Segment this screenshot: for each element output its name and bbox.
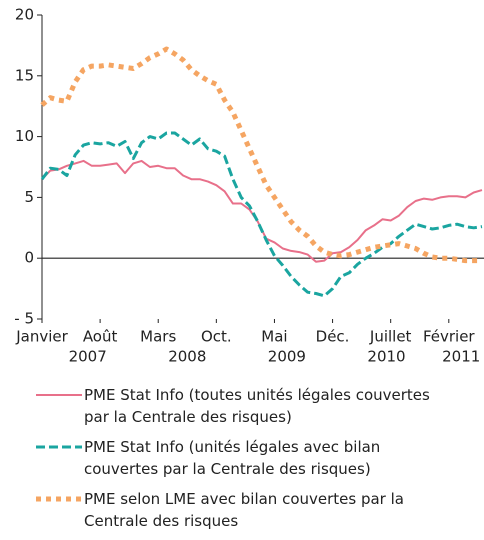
x-tick-label: Oct. bbox=[201, 328, 232, 346]
year-label: 2008 bbox=[168, 348, 206, 366]
series-line bbox=[40, 46, 482, 264]
year-label: 2011 bbox=[442, 348, 480, 366]
chart: - 5 0 5 10 15 20 Janvier Août Mars Oct. Mai Déc. Jui… bbox=[14, 6, 484, 366]
x-tick-label: Février bbox=[423, 328, 475, 346]
y-tick-label: 0 bbox=[24, 249, 34, 267]
legend-entry: PME Stat Info (unités légales avec bilan… bbox=[34, 436, 474, 480]
x-tick-label: Août bbox=[83, 328, 118, 346]
y-tick-label: 5 bbox=[24, 188, 34, 206]
y-tick-label: - 5 bbox=[14, 310, 34, 328]
legend-swatch bbox=[36, 394, 82, 396]
legend-label: PME Stat Info (unités légales avec bilan… bbox=[84, 438, 381, 478]
x-tick-label: Juillet bbox=[369, 328, 412, 346]
y-tick-label: 20 bbox=[15, 6, 34, 24]
legend-label: PME Stat Info (toutes unités légales cou… bbox=[84, 386, 430, 426]
legend: PME Stat Info (toutes unités légales cou… bbox=[34, 384, 474, 540]
series-line bbox=[40, 131, 483, 298]
year-label: 2009 bbox=[268, 348, 306, 366]
page: {"chart_data": {"type": "line", "categor… bbox=[14, 5, 484, 530]
x-tick-label: Déc. bbox=[316, 328, 350, 346]
x-tick-label: Mars bbox=[140, 328, 176, 346]
legend-swatch bbox=[36, 496, 82, 502]
y-tick-label: 10 bbox=[15, 127, 34, 145]
legend-entry: PME selon LME avec bilan couvertes par l… bbox=[34, 488, 474, 532]
x-tick-label: Mai bbox=[261, 328, 287, 346]
legend-entry: PME Stat Info (toutes unités légales cou… bbox=[34, 384, 474, 428]
year-label: 2010 bbox=[367, 348, 405, 366]
legend-swatch bbox=[36, 445, 82, 449]
legend-label: PME selon LME avec bilan couvertes par l… bbox=[84, 490, 404, 530]
year-label: 2007 bbox=[69, 348, 107, 366]
x-tick-label: Janvier bbox=[15, 328, 68, 346]
y-tick-label: 15 bbox=[15, 66, 34, 84]
